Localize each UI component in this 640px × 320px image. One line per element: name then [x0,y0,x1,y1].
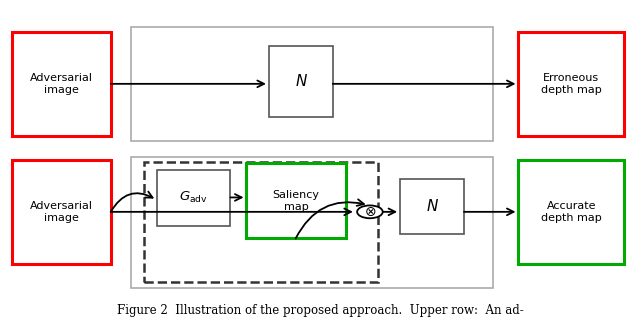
Bar [246,163,346,238]
Text: N: N [295,74,307,89]
Bar [518,32,624,136]
Bar [12,160,111,264]
Text: Saliency
map: Saliency map [273,190,319,212]
Text: Accurate
depth map: Accurate depth map [541,201,602,223]
Bar [12,32,111,136]
Bar [144,162,378,282]
Text: Figure 2  Illustration of the proposed approach.  Upper row:  An ad-: Figure 2 Illustration of the proposed ap… [116,304,524,317]
Text: Adversarial
image: Adversarial image [29,73,93,95]
Bar [157,170,230,226]
Bar [400,179,464,234]
Bar [518,160,624,264]
Text: N: N [426,199,438,214]
Bar [269,46,333,117]
Bar [131,157,493,288]
Circle shape [357,205,383,218]
Text: Adversarial
image: Adversarial image [29,201,93,223]
Text: Erroneous
depth map: Erroneous depth map [541,73,602,95]
Text: $\otimes$: $\otimes$ [364,205,376,219]
Bar [131,27,493,141]
Text: $G_{\mathrm{adv}}$: $G_{\mathrm{adv}}$ [179,190,208,205]
